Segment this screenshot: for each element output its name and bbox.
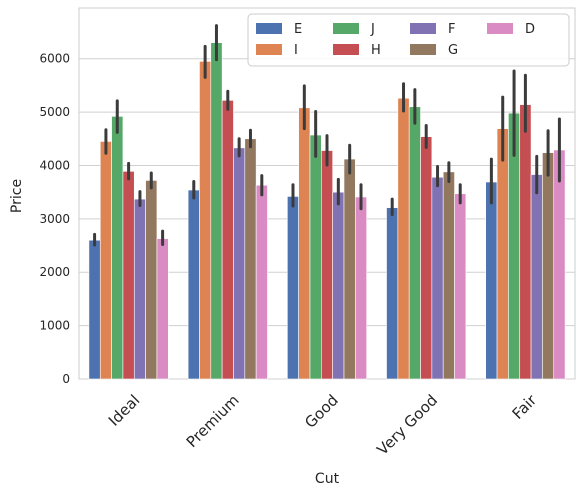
y-tick-label: 3000 xyxy=(39,212,70,226)
legend-swatch xyxy=(410,44,436,55)
bar xyxy=(553,149,566,380)
y-tick-label: 5000 xyxy=(39,105,70,119)
bar xyxy=(221,100,234,380)
y-tick-label: 1000 xyxy=(39,319,70,333)
bar xyxy=(530,174,543,380)
bar xyxy=(542,152,555,380)
legend-label: G xyxy=(448,43,458,58)
bar xyxy=(309,134,322,380)
bar xyxy=(255,184,268,380)
error-bars xyxy=(93,24,561,247)
bar xyxy=(408,106,421,380)
legend-label: H xyxy=(371,43,381,58)
bar xyxy=(133,198,146,380)
bar xyxy=(496,128,509,380)
y-tick-label: 4000 xyxy=(39,158,70,172)
x-axis: Ideal Premium Good Very Good Fair xyxy=(105,391,541,459)
legend: EI JH FG D xyxy=(247,13,570,67)
bar xyxy=(111,116,124,380)
bar xyxy=(210,42,223,380)
x-tick-label: Very Good xyxy=(373,391,441,459)
bar xyxy=(233,147,246,380)
x-tick-label: Ideal xyxy=(105,391,144,430)
bar xyxy=(454,193,467,380)
bar xyxy=(485,181,498,380)
x-tick-label: Fair xyxy=(509,391,541,423)
bar xyxy=(298,107,311,380)
bar xyxy=(420,136,433,380)
legend-swatch xyxy=(333,44,359,55)
bar xyxy=(287,196,299,380)
bar xyxy=(386,207,399,380)
legend-swatch xyxy=(333,23,359,34)
bars xyxy=(88,42,566,380)
bar xyxy=(187,189,200,380)
bar xyxy=(244,138,257,380)
legend-label: J xyxy=(370,22,375,37)
bar xyxy=(343,158,356,380)
legend-label: D xyxy=(525,22,535,37)
x-axis-title: Cut xyxy=(315,471,340,487)
bar xyxy=(397,97,410,380)
x-tick-label: Premium xyxy=(183,391,243,451)
y-axis-title: Price xyxy=(9,179,25,213)
bar xyxy=(145,180,158,380)
y-tick-label: 0 xyxy=(62,372,70,386)
legend-label: F xyxy=(448,22,455,37)
bar xyxy=(88,239,101,380)
bar xyxy=(321,150,333,380)
legend-swatch xyxy=(410,23,436,34)
legend-swatch xyxy=(256,44,282,55)
bar xyxy=(156,238,169,380)
bar xyxy=(99,141,112,380)
bar xyxy=(519,104,532,380)
bar xyxy=(122,171,135,380)
legend-swatch xyxy=(256,23,282,34)
bar xyxy=(355,196,367,380)
legend-swatch xyxy=(487,23,513,34)
bar xyxy=(332,191,345,380)
x-tick-label: Good xyxy=(301,391,342,432)
y-axis: 0 1000 2000 3000 4000 5000 6000 xyxy=(39,52,70,386)
y-tick-label: 6000 xyxy=(39,52,70,66)
bar xyxy=(431,176,444,380)
y-tick-label: 2000 xyxy=(39,265,70,279)
bar xyxy=(199,61,212,380)
legend-label: I xyxy=(294,43,298,58)
bar xyxy=(442,171,455,380)
legend-label: E xyxy=(294,22,302,37)
